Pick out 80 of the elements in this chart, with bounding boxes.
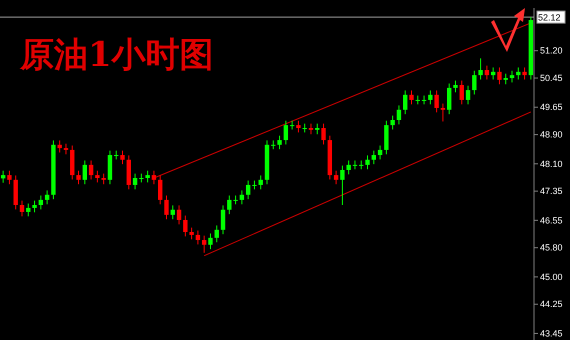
y-tick-label: 50.45 bbox=[540, 73, 563, 84]
candlestick bbox=[196, 230, 200, 245]
candlestick bbox=[497, 66, 502, 85]
y-tick-label: 45.80 bbox=[540, 242, 563, 253]
candlestick bbox=[390, 115, 395, 130]
candlestick bbox=[164, 195, 169, 220]
candlestick bbox=[88, 160, 94, 180]
candlestick bbox=[227, 195, 232, 215]
candlestick bbox=[472, 70, 477, 95]
y-tick-label: 45.00 bbox=[540, 272, 563, 282]
text: 原油1小时图 bbox=[19, 35, 214, 75]
candlestick bbox=[120, 150, 125, 165]
candlestick bbox=[284, 120, 288, 145]
candlestick bbox=[26, 203, 30, 217]
candlestick bbox=[522, 66, 527, 80]
y-tick-label: 49.65 bbox=[540, 102, 563, 112]
candlestick bbox=[258, 174, 263, 190]
candlestick bbox=[44, 190, 50, 205]
y-tick-label: 51.20 bbox=[540, 46, 563, 56]
candlestick bbox=[152, 170, 156, 185]
candlestick bbox=[346, 160, 351, 175]
candlestick bbox=[378, 145, 382, 160]
ref-line-label: 52.12 bbox=[538, 12, 561, 23]
candlestick bbox=[440, 103, 446, 122]
candlestick bbox=[516, 66, 520, 80]
candlestick bbox=[64, 143, 68, 155]
candlestick bbox=[372, 150, 376, 165]
candlestick bbox=[302, 123, 307, 133]
candlestick bbox=[396, 104, 402, 125]
candlestick bbox=[340, 165, 345, 206]
candlestick bbox=[183, 215, 188, 237]
candlestick bbox=[0, 170, 6, 184]
candlestick bbox=[38, 195, 44, 210]
candlestick bbox=[214, 224, 219, 243]
y-tick-label: 47.35 bbox=[540, 186, 563, 196]
candlestick bbox=[7, 170, 12, 185]
candlestick bbox=[202, 235, 206, 254]
candlestick bbox=[189, 227, 194, 240]
candlestick bbox=[403, 90, 408, 115]
candlestick bbox=[277, 135, 282, 150]
candlestick bbox=[321, 123, 326, 145]
candlestick bbox=[416, 95, 420, 105]
candlestick bbox=[208, 232, 213, 250]
y-tick-label: 48.10 bbox=[540, 158, 563, 169]
candlestick bbox=[158, 174, 162, 205]
candlestick bbox=[478, 58, 483, 80]
candlestick bbox=[504, 73, 508, 85]
y-tick-label: 43.45 bbox=[540, 328, 563, 338]
candlestick bbox=[233, 195, 238, 205]
y-tick-label: 48.90 bbox=[540, 130, 563, 140]
candlestick bbox=[95, 170, 100, 183]
candlestick bbox=[466, 85, 470, 105]
candlestick bbox=[82, 160, 88, 185]
y-tick-label: 44.25 bbox=[540, 299, 563, 310]
candlestick bbox=[446, 83, 452, 115]
candlestick bbox=[20, 200, 24, 217]
candlestick bbox=[453, 80, 458, 93]
candlestick bbox=[145, 170, 150, 183]
candlestick bbox=[114, 150, 118, 160]
candlestick bbox=[460, 80, 464, 105]
candlestick bbox=[490, 66, 496, 80]
candlestick bbox=[334, 170, 338, 185]
candlestick bbox=[296, 120, 301, 133]
candlestick bbox=[484, 65, 490, 80]
candlestick bbox=[434, 90, 439, 113]
candlestick bbox=[308, 123, 314, 135]
candlestick bbox=[57, 140, 62, 153]
candlestick bbox=[240, 190, 244, 205]
candlestick bbox=[510, 70, 514, 83]
candlestick bbox=[359, 160, 364, 170]
candlestick bbox=[101, 173, 106, 185]
candlestick bbox=[315, 123, 320, 135]
candlestick bbox=[290, 120, 294, 130]
candlestick bbox=[170, 204, 175, 220]
candlestick bbox=[428, 90, 433, 105]
candlestick bbox=[76, 170, 81, 185]
candlestick bbox=[220, 204, 226, 235]
candlestick bbox=[32, 200, 37, 213]
candlestick bbox=[422, 95, 426, 105]
y-tick-label: 46.55 bbox=[540, 215, 563, 226]
